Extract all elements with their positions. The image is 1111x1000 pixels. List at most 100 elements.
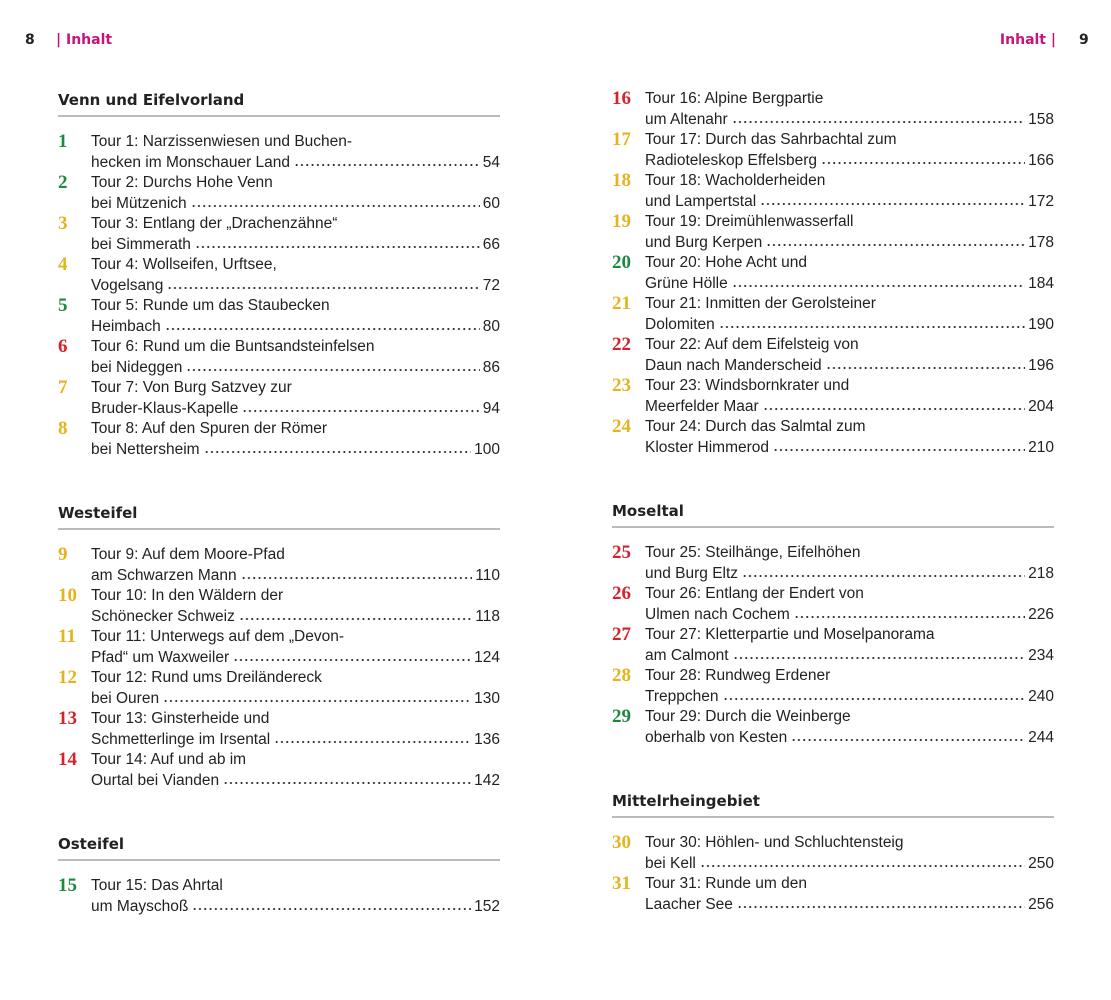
dot-leader xyxy=(793,608,1026,619)
entry-title: Tour 29: Durch die Weinberge xyxy=(645,708,851,725)
dot-leader xyxy=(736,898,1026,909)
toc-section: Mittelrheingebiet 30 Tour 30: Höhlen- und … xyxy=(612,790,1054,915)
tour-number: 7 xyxy=(58,377,68,398)
page-ref: 72 xyxy=(482,276,500,294)
entry-line: Daun nach Manderscheid 196 xyxy=(645,356,1054,377)
entry-line: und Burg Kerpen 178 xyxy=(645,233,1054,254)
entry-title: Tour 8: Auf den Spuren der Römer xyxy=(91,420,328,437)
entry-line: Dolomiten 190 xyxy=(645,315,1054,336)
section-title: Mittelrheingebiet xyxy=(612,790,1054,818)
entry-title: um Altenahr xyxy=(645,110,728,128)
toc-entry: 10 Tour 10: In den Wäldern der Schönecker … xyxy=(58,585,500,628)
page-ref: 196 xyxy=(1028,356,1054,374)
toc-entry: 2 Tour 2: Durchs Hohe Venn bei Mützenich 60 xyxy=(58,172,500,215)
section-title: Moseltal xyxy=(612,500,1054,528)
page-ref: 190 xyxy=(1028,315,1054,333)
tour-number: 19 xyxy=(612,211,631,232)
page-ref: 118 xyxy=(475,607,500,625)
entry-line: bei Kell 250 xyxy=(645,854,1054,875)
dot-leader xyxy=(190,197,480,208)
dot-leader xyxy=(167,279,480,290)
dot-leader xyxy=(766,236,1026,247)
toc-entry: 8 Tour 8: Auf den Spuren der Römer bei Net… xyxy=(58,418,500,460)
entry-title: Kloster Himmerod xyxy=(645,438,770,456)
toc-entry: 4 Tour 4: Wollseifen, Urftsee, Vogelsang 72 xyxy=(58,254,500,297)
dot-leader xyxy=(164,320,480,331)
toc-entry: 30 Tour 30: Höhlen- und Schluchtensteig be… xyxy=(612,832,1054,875)
entry-title: Bruder-Klaus-Kapelle xyxy=(91,399,239,417)
toc-entry: 13 Tour 13: Ginsterheide und Schmetterling… xyxy=(58,708,500,750)
entry-title: oberhalb von Kesten xyxy=(645,728,788,746)
section-title: Venn und Eifelvorland xyxy=(58,89,500,117)
toc-entry: 20 Tour 20: Hohe Acht und Grüne Hölle 184 xyxy=(612,252,1054,294)
toc-entry: 12 Tour 12: Rund ums Dreiländereck bei Our… xyxy=(58,667,500,710)
toc-entry: 15 Tour 15: Das Ahrtal um Mayschoß 152 xyxy=(58,875,500,917)
tour-number: 23 xyxy=(612,375,631,396)
entry-line: bei Mützenich 60 xyxy=(91,194,500,215)
entry-title: Tour 6: Rund um die Buntsandsteinfelsen xyxy=(91,338,375,355)
entry-title: Tour 24: Durch das Salmtal zum xyxy=(645,418,866,435)
entry-title: Tour 12: Rund ums Dreiländereck xyxy=(91,669,322,686)
entry-title: Tour 22: Auf dem Eifelsteig von xyxy=(645,336,859,353)
entry-line: bei Simmerath 66 xyxy=(91,235,500,256)
dot-leader xyxy=(731,277,1026,288)
dot-leader xyxy=(242,402,480,413)
tour-number: 22 xyxy=(612,334,631,355)
dot-leader xyxy=(732,649,1026,660)
entry-title: Tour 31: Runde um den xyxy=(645,875,807,892)
entry-line: Vogelsang 72 xyxy=(91,276,500,297)
dot-leader xyxy=(722,690,1026,701)
page-number: 8 xyxy=(25,32,35,48)
dot-leader xyxy=(791,731,1026,742)
entry-title: Ulmen nach Cochem xyxy=(645,605,790,623)
running-head: | Inhalt xyxy=(56,32,113,48)
tour-number: 15 xyxy=(58,875,77,896)
entry-title: Tour 21: Inmitten der Gerolsteiner xyxy=(645,295,876,312)
entry-title: Tour 10: In den Wäldern der xyxy=(91,587,284,604)
dot-leader xyxy=(731,113,1026,124)
entry-line: Schönecker Schweiz 118 xyxy=(91,607,500,628)
tour-number: 26 xyxy=(612,583,631,604)
page-ref: 240 xyxy=(1028,687,1054,705)
entry-title: Tour 23: Windsbornkrater und xyxy=(645,377,850,394)
toc-entry: 7 Tour 7: Von Burg Satzvey zur Bruder-Klau… xyxy=(58,377,500,419)
toc-entry: 18 Tour 18: Wacholderheiden und Lampertsta… xyxy=(612,170,1054,212)
entry-title: Tour 19: Dreimühlenwasserfall xyxy=(645,213,854,230)
page-ref: 218 xyxy=(1028,564,1054,582)
dot-leader xyxy=(274,733,472,744)
page-ref: 152 xyxy=(474,897,500,915)
dot-leader xyxy=(821,154,1026,165)
page-ref: 244 xyxy=(1028,728,1054,746)
page-ref: 184 xyxy=(1028,274,1054,292)
entry-title: Tour 9: Auf dem Moore-Pfad xyxy=(91,546,285,563)
page-ref: 124 xyxy=(474,648,500,666)
entry-title: Tour 4: Wollseifen, Urftsee, xyxy=(91,256,277,273)
toc-entry: 11 Tour 11: Unterwegs auf dem „Devon- Pfad… xyxy=(58,626,500,668)
entry-title: Laacher See xyxy=(645,895,733,913)
entry-title: bei Simmerath xyxy=(91,235,191,253)
toc-entry: 28 Tour 28: Rundweg Erdener Treppchen 240 xyxy=(612,665,1054,707)
page-ref: 250 xyxy=(1028,854,1054,872)
entry-title: Tour 14: Auf und ab im xyxy=(91,751,247,768)
toc-column: Venn und Eifelvorland 1 Tour 1: Narzissenw… xyxy=(58,89,500,959)
entry-line: um Altenahr 158 xyxy=(645,110,1054,131)
toc-entry: 14 Tour 14: Auf und ab im Ourtal bei Viand… xyxy=(58,749,500,791)
tour-number: 27 xyxy=(612,624,631,645)
tour-number: 28 xyxy=(612,665,631,686)
entry-title: Tour 25: Steilhänge, Eifelhöhen xyxy=(645,544,861,561)
entry-line: bei Ouren 130 xyxy=(91,689,500,710)
dot-leader xyxy=(742,567,1026,578)
tour-number: 9 xyxy=(58,544,68,565)
entry-title: Treppchen xyxy=(645,687,719,705)
entry-title: Radioteleskop Effelsberg xyxy=(645,151,818,169)
page-ref: 100 xyxy=(474,440,500,458)
entry-title: am Schwarzen Mann xyxy=(91,566,237,584)
page-ref: 110 xyxy=(475,566,500,584)
tour-number: 18 xyxy=(612,170,631,191)
dot-leader xyxy=(223,774,472,785)
toc-entry: 19 Tour 19: Dreimühlenwasserfall und Burg … xyxy=(612,211,1054,254)
dot-leader xyxy=(699,857,1026,868)
page-ref: 172 xyxy=(1028,192,1054,210)
entry-title: bei Mützenich xyxy=(91,194,187,212)
